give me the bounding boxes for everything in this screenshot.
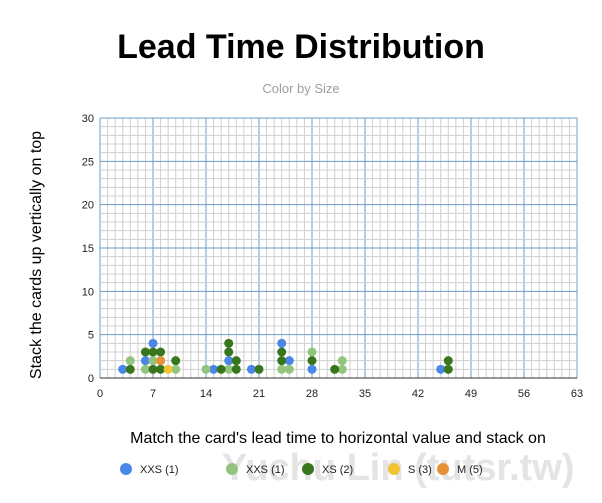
y-tick-label: 25	[82, 156, 94, 168]
legend-marker	[437, 463, 449, 475]
y-tick-label: 15	[82, 243, 94, 255]
chart-title: Lead Time Distribution	[117, 28, 485, 66]
data-point-series-2	[224, 338, 234, 348]
data-point-series-0	[307, 364, 317, 374]
data-point-series-1	[148, 356, 158, 366]
data-point-series-2	[277, 347, 287, 357]
chart-subtitle: Color by Size	[262, 81, 339, 96]
data-point-series-0	[140, 356, 150, 366]
data-point-series-0	[209, 364, 219, 374]
data-point-series-2	[443, 356, 453, 366]
legend-label: XXS (1)	[140, 464, 179, 476]
legend-marker	[120, 463, 132, 475]
legend-marker	[226, 463, 238, 475]
plot-grid	[99, 117, 578, 379]
legend-marker	[388, 463, 400, 475]
data-point-series-2	[216, 364, 226, 374]
data-point-series-0	[284, 356, 294, 366]
x-tick-label: 42	[412, 388, 424, 400]
x-tick-label: 35	[359, 388, 371, 400]
data-point-series-2	[443, 364, 453, 374]
data-point-series-2	[254, 364, 264, 374]
x-axis-title: Match the card's lead time to horizontal…	[130, 430, 546, 447]
x-tick-label: 7	[150, 388, 156, 400]
data-point-series-1	[337, 364, 347, 374]
legend-label: XXS (1)	[246, 464, 285, 476]
data-point-series-1	[337, 356, 347, 366]
y-axis-title: Stack the cards up vertically on top	[28, 131, 45, 379]
data-point-series-0	[436, 364, 446, 374]
y-tick-label: 10	[82, 286, 94, 298]
data-point-series-2	[156, 347, 166, 357]
data-points	[118, 338, 453, 374]
x-tick-label: 63	[571, 388, 583, 400]
data-point-series-2	[231, 364, 241, 374]
x-tick-label: 21	[253, 388, 265, 400]
x-tick-label: 49	[465, 388, 477, 400]
data-point-series-1	[224, 364, 234, 374]
data-point-series-1	[277, 364, 287, 374]
x-tick-label: 14	[200, 388, 212, 400]
data-point-series-0	[246, 364, 256, 374]
data-point-series-3	[163, 364, 173, 374]
data-point-series-1	[171, 364, 181, 374]
data-point-series-0	[277, 338, 287, 348]
data-point-series-0	[148, 338, 158, 348]
data-point-series-2	[125, 364, 135, 374]
data-point-series-0	[224, 356, 234, 366]
y-axis-ticks: 0 5 10 15 20 25 30	[82, 113, 94, 385]
data-point-series-2	[148, 364, 158, 374]
data-point-series-1	[307, 347, 317, 357]
data-point-series-2	[307, 356, 317, 366]
data-point-series-1	[125, 356, 135, 366]
y-tick-label: 20	[82, 200, 94, 212]
x-tick-label: 0	[97, 388, 103, 400]
data-point-series-2	[277, 356, 287, 366]
x-tick-label: 28	[306, 388, 318, 400]
data-point-series-2	[148, 347, 158, 357]
y-tick-label: 30	[82, 113, 94, 125]
x-tick-label: 56	[518, 388, 530, 400]
data-point-series-2	[224, 347, 234, 357]
data-point-series-2	[156, 364, 166, 374]
legend-marker	[302, 463, 314, 475]
data-point-series-4	[156, 356, 166, 366]
legend-label: S (3)	[408, 464, 432, 476]
y-tick-label: 0	[88, 373, 94, 385]
data-point-series-2	[231, 356, 241, 366]
data-point-series-2	[330, 364, 340, 374]
data-point-series-1	[140, 364, 150, 374]
data-point-series-1	[284, 364, 294, 374]
legend: XXS (1) XXS (1) XS (2) S (3) M (5)	[120, 463, 483, 476]
x-axis-ticks: 0 7 14 21 28 35 42 49 56 63	[97, 388, 583, 400]
data-point-series-0	[118, 364, 128, 374]
data-point-series-2	[171, 356, 181, 366]
data-point-series-1	[201, 364, 211, 374]
y-tick-label: 5	[88, 330, 94, 342]
legend-label: XS (2)	[322, 464, 353, 476]
legend-label: M (5)	[457, 464, 483, 476]
data-point-series-2	[140, 347, 150, 357]
